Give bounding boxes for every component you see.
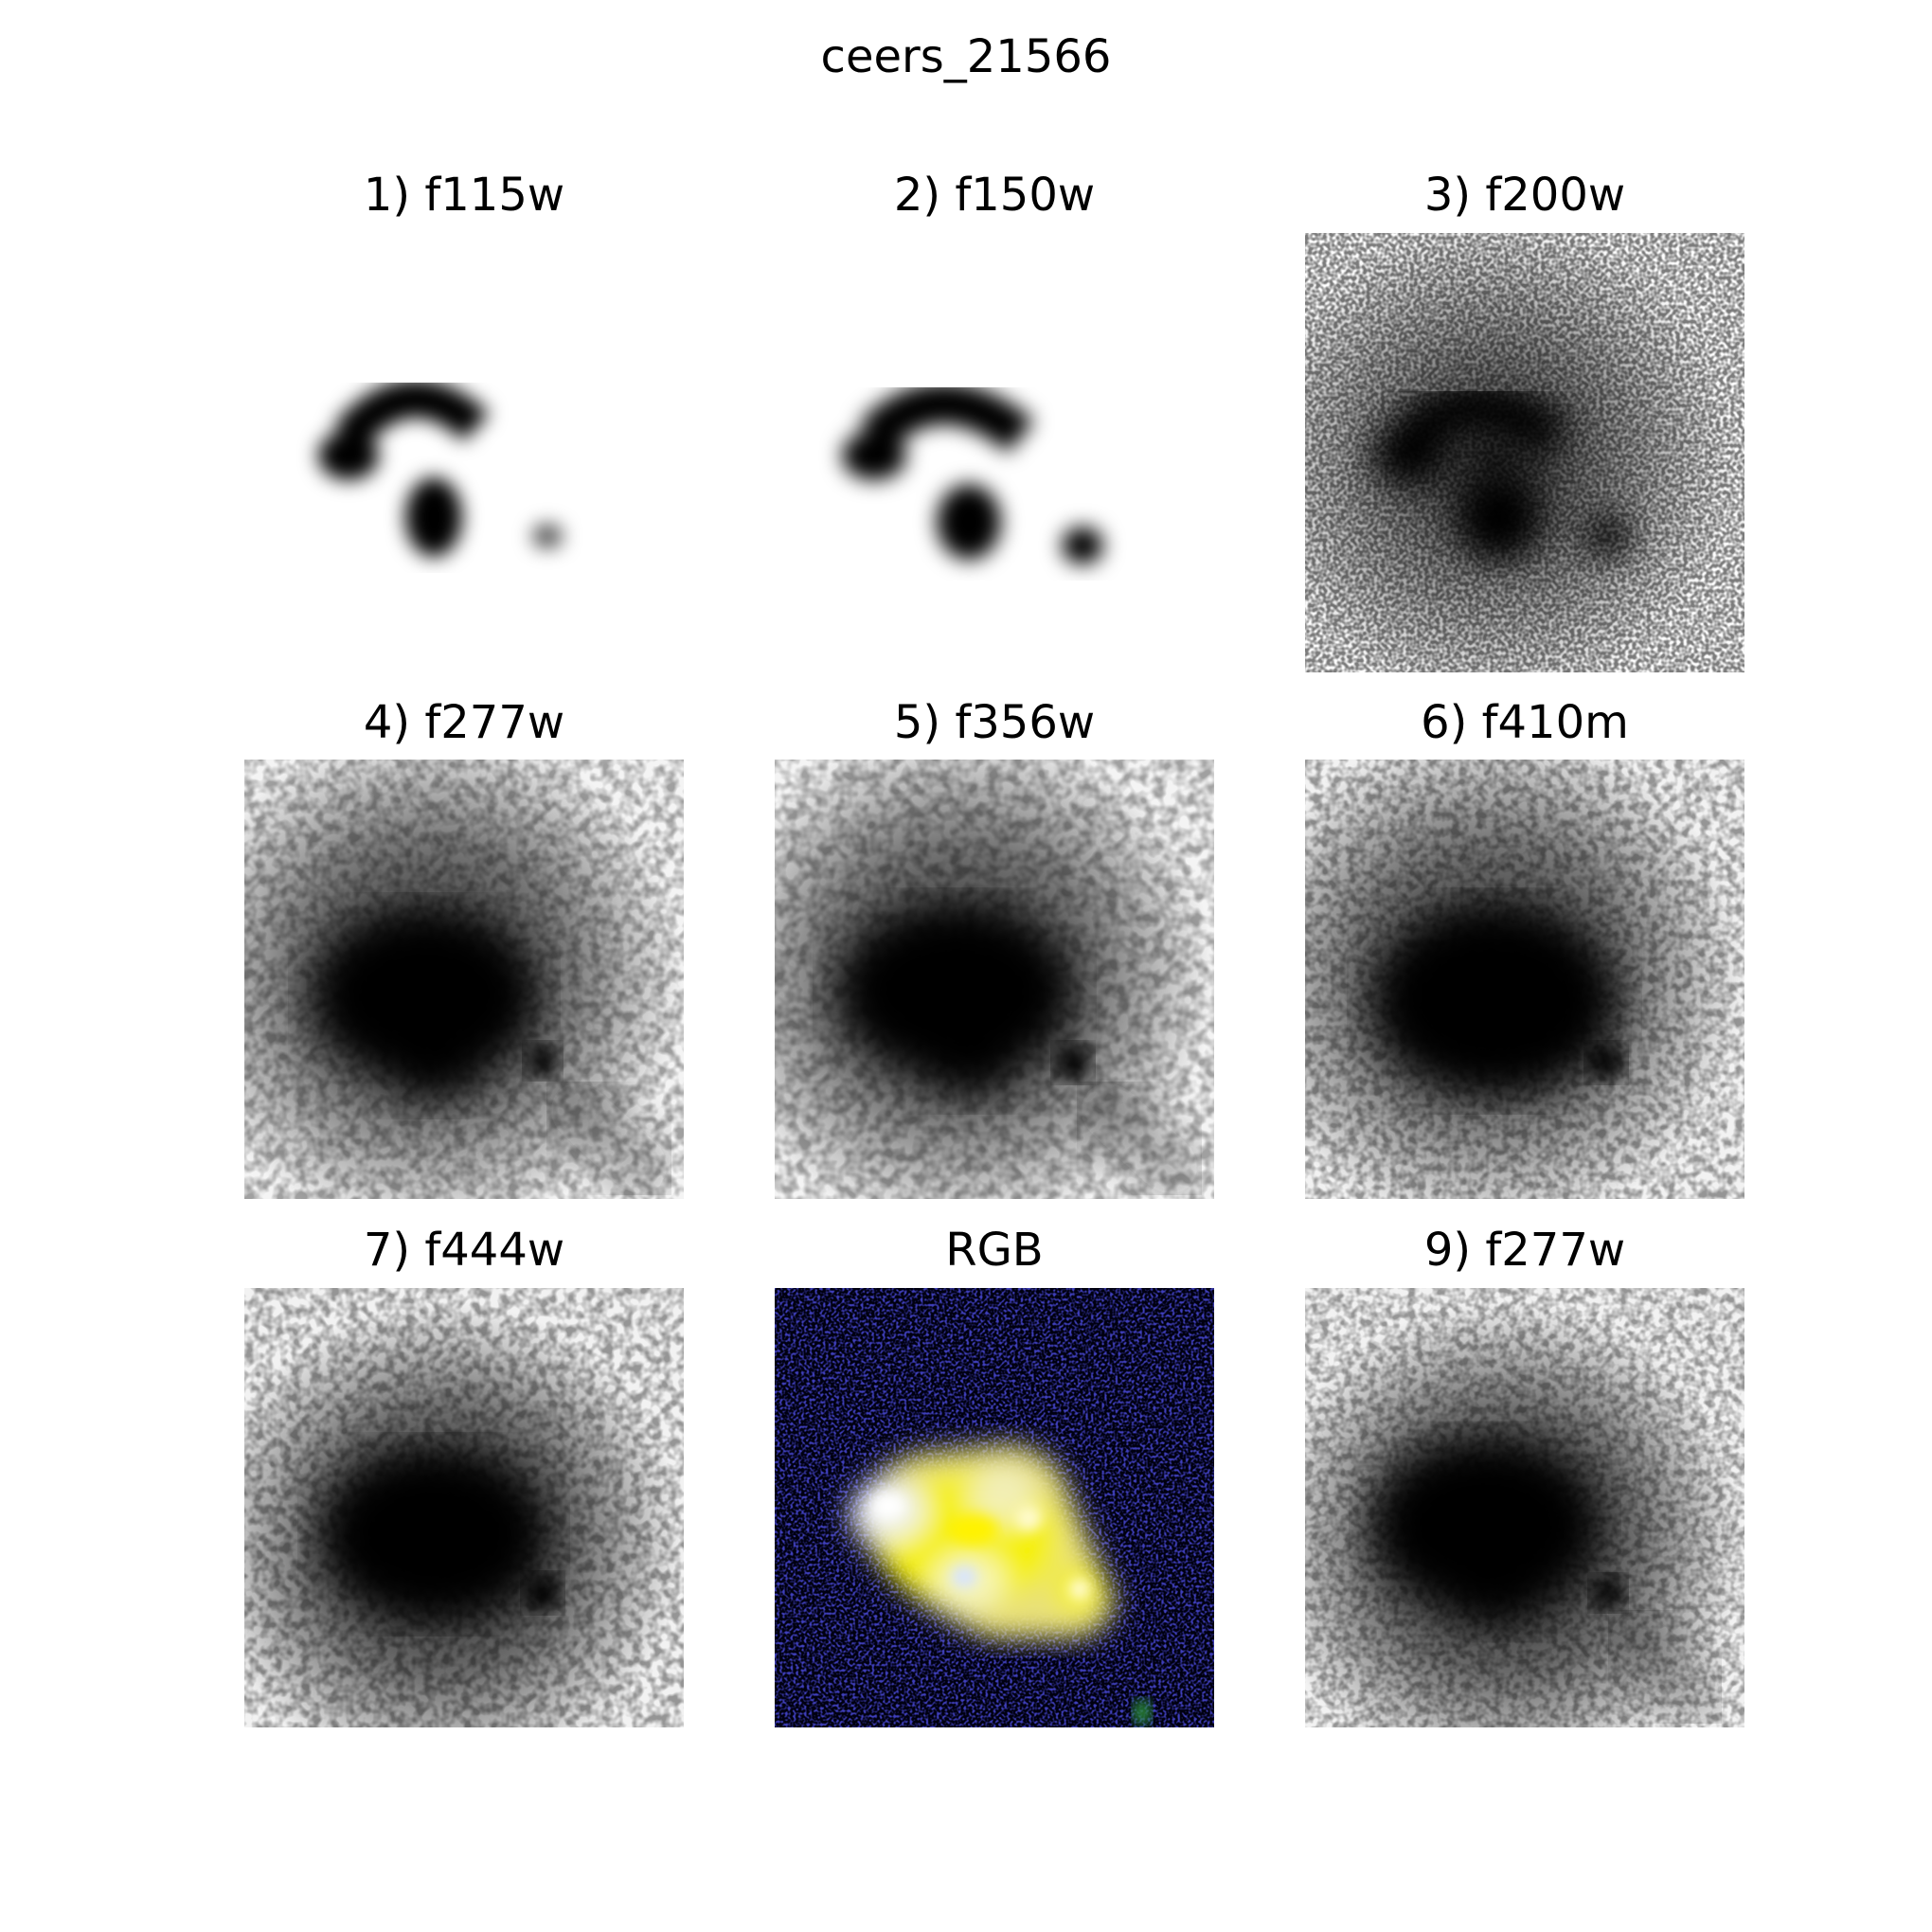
- cutout-f444w: [244, 1288, 684, 1727]
- panel-image-f277w-2: [1305, 1288, 1744, 1727]
- cutout-f277w: [244, 760, 684, 1199]
- panel-image-f277w: [244, 760, 684, 1199]
- cutout-rgb: [775, 1288, 1214, 1727]
- panel-title-f410m: 6) f410m: [1421, 696, 1629, 749]
- figure-title: ceers_21566: [820, 30, 1112, 83]
- panel-image-f115w: [244, 233, 684, 672]
- panel-title-rgb: RGB: [945, 1224, 1044, 1277]
- panel-title-f277w-2: 9) f277w: [1423, 1224, 1626, 1277]
- panel-title-f150w: 2) f150w: [893, 169, 1096, 222]
- panel-image-f200w: [1305, 233, 1744, 672]
- panel-image-f410m: [1305, 760, 1744, 1199]
- cutout-f150w: [775, 233, 1214, 672]
- panel-title-f115w: 1) f115w: [363, 169, 565, 222]
- panel-image-f356w: [775, 760, 1214, 1199]
- cutout-f410m: [1305, 760, 1744, 1199]
- panel-title-f444w: 7) f444w: [363, 1224, 565, 1277]
- cutout-f200w: [1305, 233, 1744, 672]
- cutout-f356w: [775, 760, 1214, 1199]
- panel-image-rgb: [775, 1288, 1214, 1727]
- panel-title-f356w: 5) f356w: [893, 696, 1096, 749]
- panel-title-f200w: 3) f200w: [1423, 169, 1626, 222]
- panel-image-f444w: [244, 1288, 684, 1727]
- cutout-f115w: [244, 233, 684, 672]
- cutout-f277w-2: [1305, 1288, 1744, 1727]
- panel-image-f150w: [775, 233, 1214, 672]
- panel-title-f277w: 4) f277w: [363, 696, 565, 749]
